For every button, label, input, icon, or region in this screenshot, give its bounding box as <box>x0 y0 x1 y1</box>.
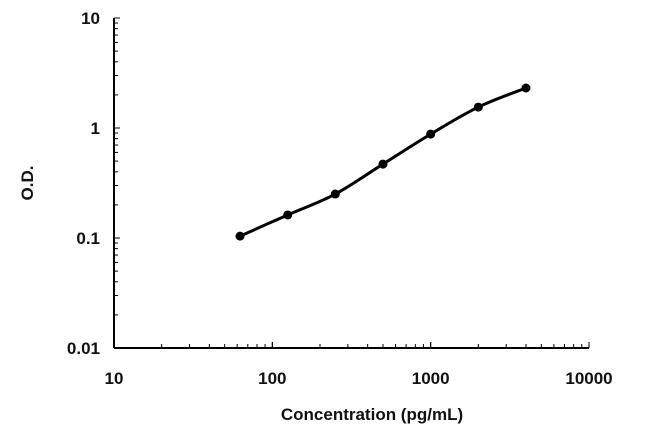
data-point <box>283 210 293 220</box>
tick-labels: 10 100 1000 10000 10 1 0.1 0.01 <box>67 9 613 388</box>
x-axis-title: Concentration (pg/mL) <box>281 405 463 424</box>
data-point <box>378 159 388 169</box>
y-tick-label: 1 <box>91 119 100 138</box>
data-point <box>473 102 483 112</box>
x-tick-label: 10000 <box>565 369 612 388</box>
data-point <box>426 129 436 139</box>
y-axis-title: O.D. <box>18 166 37 201</box>
data-point <box>235 231 245 241</box>
x-tick-label: 100 <box>258 369 286 388</box>
y-tick-label: 0.01 <box>67 339 100 358</box>
y-tick-label: 0.1 <box>76 229 100 248</box>
axes <box>113 17 590 349</box>
x-tick-label: 10 <box>105 369 124 388</box>
data-point <box>330 189 340 199</box>
data-points <box>235 83 531 241</box>
x-tick-label: 1000 <box>412 369 450 388</box>
data-point <box>521 83 531 93</box>
y-tick-label: 10 <box>81 9 100 28</box>
